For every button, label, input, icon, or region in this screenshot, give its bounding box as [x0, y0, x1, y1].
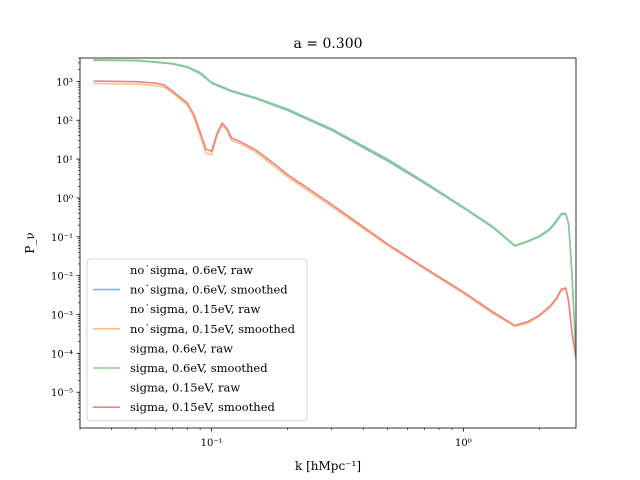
y-tick-label: 10³	[56, 77, 73, 88]
legend: no˙sigma, 0.6eV, raw no˙sigma, 0.6eV, smo…	[86, 258, 308, 422]
legend-entry: no˙sigma, 0.6eV, smoothed	[130, 283, 288, 297]
x-axis-label: k [hMpc⁻¹]	[295, 459, 361, 473]
y-tick-label: 10⁻¹	[51, 233, 73, 244]
y-tick-label: 10⁻²	[51, 272, 73, 283]
legend-entry: sigma, 0.15eV, smoothed	[130, 400, 276, 414]
legend-entry: sigma, 0.6eV, smoothed	[130, 361, 268, 375]
y-tick-label: 10⁻⁴	[51, 349, 73, 360]
y-axis-label: P_ν	[23, 232, 37, 253]
legend-entry: no˙sigma, 0.6eV, raw	[130, 263, 253, 277]
y-tick-label: 10¹	[56, 155, 73, 166]
legend-entry: sigma, 0.6eV, raw	[130, 341, 233, 355]
x-tick-label: 10⁰	[455, 438, 472, 449]
y-tick-label: 10⁻⁵	[51, 388, 73, 399]
axis-ticks: 10⁻¹ 10⁰ 10⁻⁵ 10⁻⁴ 10⁻³ 10⁻² 10⁻¹ 10⁰ 10¹ 10² 10³	[51, 57, 540, 449]
legend-box	[86, 258, 308, 422]
legend-entry: sigma, 0.15eV, raw	[130, 381, 240, 395]
plot-area	[93, 59, 576, 360]
y-tick-label: 10⁰	[56, 194, 73, 205]
y-tick-label: 10²	[56, 116, 73, 127]
y-tick-label: 10⁻³	[51, 311, 73, 322]
legend-entry: no˙sigma, 0.15eV, smoothed	[130, 322, 296, 336]
chart-title: a = 0.300	[293, 36, 362, 52]
series-line-5	[93, 59, 576, 356]
legend-entry: no˙sigma, 0.15eV, raw	[130, 302, 260, 316]
axes-frame	[79, 57, 577, 429]
series-line-7	[93, 80, 576, 358]
x-tick-label: 10⁻¹	[201, 438, 223, 449]
